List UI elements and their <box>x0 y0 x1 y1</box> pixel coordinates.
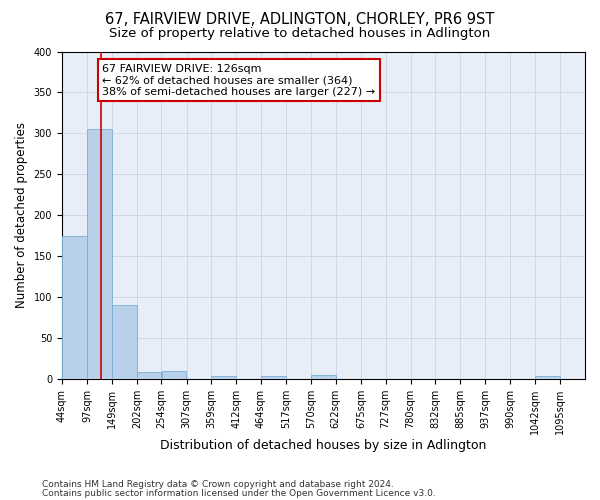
Text: 67 FAIRVIEW DRIVE: 126sqm
← 62% of detached houses are smaller (364)
38% of semi: 67 FAIRVIEW DRIVE: 126sqm ← 62% of detac… <box>102 64 376 97</box>
Text: Contains public sector information licensed under the Open Government Licence v3: Contains public sector information licen… <box>42 488 436 498</box>
Bar <box>62 236 87 379</box>
Bar <box>137 372 161 379</box>
Bar <box>87 129 112 379</box>
Bar <box>311 375 335 379</box>
Bar <box>161 372 187 379</box>
Text: 67, FAIRVIEW DRIVE, ADLINGTON, CHORLEY, PR6 9ST: 67, FAIRVIEW DRIVE, ADLINGTON, CHORLEY, … <box>106 12 494 28</box>
Text: Contains HM Land Registry data © Crown copyright and database right 2024.: Contains HM Land Registry data © Crown c… <box>42 480 394 489</box>
Bar <box>211 376 236 379</box>
Bar <box>535 376 560 379</box>
X-axis label: Distribution of detached houses by size in Adlington: Distribution of detached houses by size … <box>160 440 487 452</box>
Text: Size of property relative to detached houses in Adlington: Size of property relative to detached ho… <box>109 28 491 40</box>
Bar <box>112 305 137 379</box>
Y-axis label: Number of detached properties: Number of detached properties <box>15 122 28 308</box>
Bar <box>261 376 286 379</box>
